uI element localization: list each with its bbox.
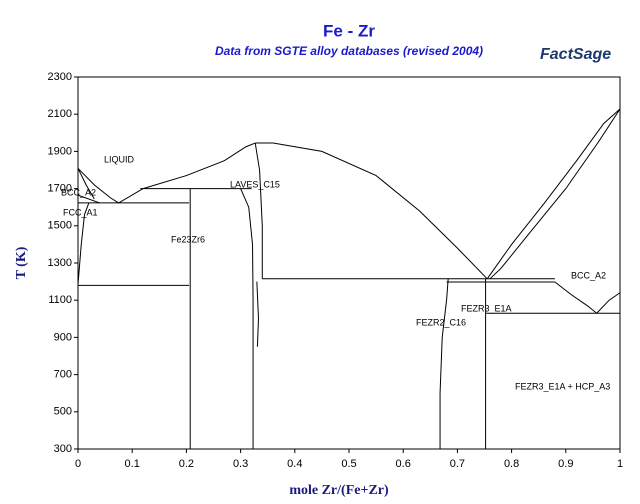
logo: FactSage bbox=[540, 46, 611, 63]
x-tick-label: 0.4 bbox=[287, 458, 302, 470]
x-tick-label: 0.8 bbox=[504, 458, 519, 470]
x-tick-label: 0.3 bbox=[233, 458, 248, 470]
x-tick-label: 0.7 bbox=[450, 458, 465, 470]
phase-boundary bbox=[77, 167, 119, 204]
y-tick-label: 500 bbox=[54, 406, 72, 418]
phase-boundary bbox=[554, 281, 598, 314]
phase-boundary bbox=[77, 194, 100, 204]
phase-boundary bbox=[255, 142, 488, 280]
phase-boundary bbox=[77, 168, 95, 200]
y-tick-label: 1300 bbox=[48, 257, 72, 269]
y-tick-label: 300 bbox=[54, 443, 72, 455]
phase-boundary bbox=[439, 278, 449, 449]
chart-subtitle: Data from SGTE alloy databases (revised … bbox=[215, 44, 483, 58]
y-tick-label: 700 bbox=[54, 369, 72, 381]
x-axis-label: mole Zr/(Fe+Zr) bbox=[289, 483, 389, 498]
phase-label: FEZR2_C16 bbox=[416, 317, 466, 327]
x-tick-label: 1 bbox=[617, 458, 623, 470]
x-tick-label: 0.1 bbox=[125, 458, 140, 470]
phase-boundary bbox=[77, 202, 90, 285]
y-tick-label: 1900 bbox=[48, 145, 72, 157]
y-tick-label: 1700 bbox=[48, 183, 72, 195]
x-tick-label: 0 bbox=[75, 458, 81, 470]
phase-label: Fe23Zr6 bbox=[171, 234, 205, 244]
y-tick-label: 1100 bbox=[48, 294, 72, 306]
phase-boundary bbox=[486, 108, 621, 280]
x-tick-label: 0.9 bbox=[558, 458, 573, 470]
phase-label: LAVES_C15 bbox=[230, 179, 280, 189]
phase-boundary bbox=[118, 142, 256, 204]
phase-boundary bbox=[256, 281, 259, 347]
phase-label: FEZR3_E1A + HCP_A3 bbox=[515, 381, 610, 391]
phase-label: BCC_A2 bbox=[61, 187, 96, 197]
phase-boundary bbox=[489, 108, 621, 280]
phase-boundary bbox=[254, 142, 263, 279]
x-tick-label: 0.2 bbox=[179, 458, 194, 470]
x-tick-label: 0.6 bbox=[396, 458, 411, 470]
phase-label: FCC_A1 bbox=[63, 207, 98, 217]
chart-title: Fe - Zr bbox=[323, 21, 375, 40]
y-tick-label: 900 bbox=[54, 331, 72, 343]
y-tick-label: 2300 bbox=[48, 71, 72, 83]
y-tick-label: 1500 bbox=[48, 220, 72, 232]
x-tick-label: 0.5 bbox=[341, 458, 356, 470]
y-tick-label: 2100 bbox=[48, 108, 72, 120]
y-axis-label: T (K) bbox=[14, 246, 29, 279]
phase-label: LIQUID bbox=[104, 154, 135, 164]
phase-boundary bbox=[240, 188, 254, 449]
phase-boundary bbox=[596, 292, 621, 314]
phase-label: BCC_A2 bbox=[571, 270, 606, 280]
plot-frame bbox=[77, 76, 621, 450]
phase-label: FEZR3_E1A bbox=[461, 303, 512, 313]
